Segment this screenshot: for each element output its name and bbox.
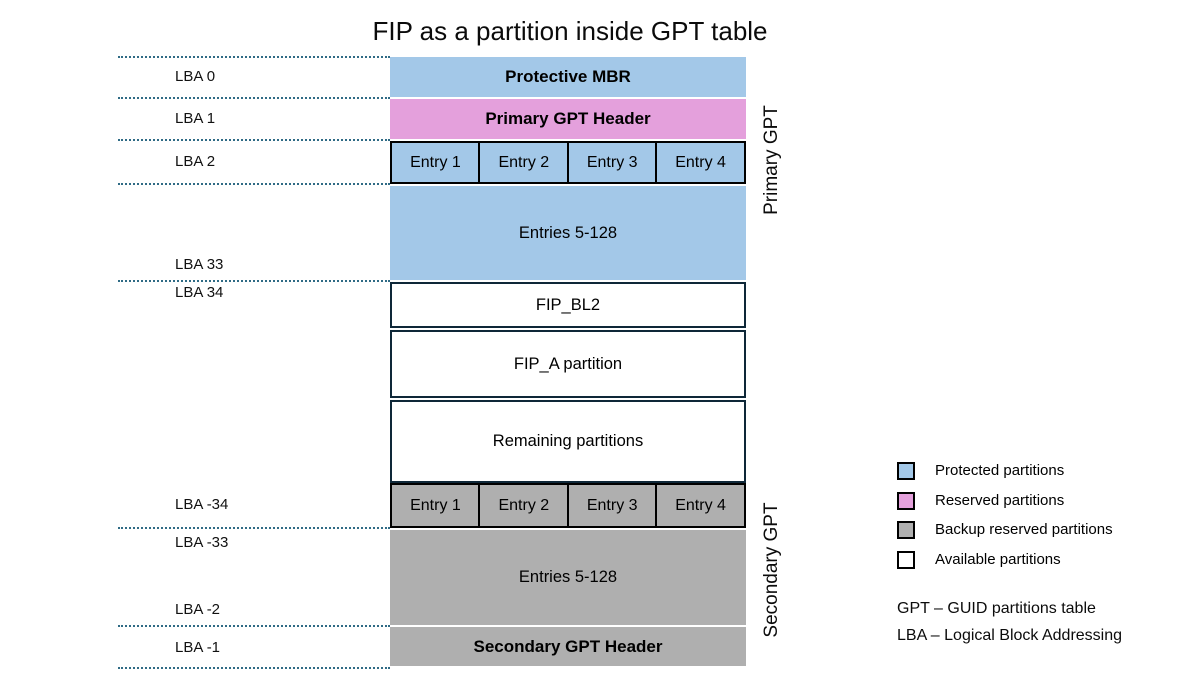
legend-item-reserved: Reserved partitions [897,491,1113,510]
entry-label: Entry 4 [675,496,726,514]
legend-label: Available partitions [935,550,1061,568]
entry-cell: Entry 3 [566,141,658,184]
primary-entry-row: Entry 1 Entry 2 Entry 3 Entry 4 [390,141,746,184]
legend-label: Backup reserved partitions [935,521,1113,538]
dotted-separator [118,183,390,185]
dotted-separator [118,527,390,529]
dotted-separator [118,280,390,282]
legend-swatch-available [897,550,915,569]
entry-label: Entry 2 [498,496,550,514]
block-primary-entries-5-128: Entries 5-128 [390,186,746,280]
abbreviation-note-gpt: GPT – GUID partitions table [897,600,1096,617]
block-secondary-entries-5-128: Entries 5-128 [390,530,746,625]
legend-swatch-backup [897,521,915,539]
lba-label-m2: LBA -2 [175,601,221,618]
lba-label-1: LBA 1 [175,110,216,127]
entry-cell: Entry 2 [478,141,570,184]
lba-label-m1: LBA -1 [175,639,221,656]
entry-cell: Entry 1 [390,483,481,528]
block-fip-bl2: FIP_BL2 [390,282,746,328]
dotted-separator [118,97,390,99]
legend: Protected partitions Reserved partitions… [897,462,1113,580]
lba-label-m33: LBA -33 [175,534,229,551]
diagram-title: FIP as a partition inside GPT table [372,16,768,46]
block-fip-a-partition: FIP_A partition [390,330,746,398]
dotted-separator [118,139,390,141]
dotted-separator [118,56,390,58]
dotted-separator [118,625,390,627]
entry-label: Entry 3 [586,496,638,514]
legend-item-available: Available partitions [897,550,1113,569]
legend-label: Protected partitions [935,462,1065,479]
entry-label: Entry 3 [586,153,638,171]
lba-label-34: LBA 34 [175,284,224,301]
lba-label-m34: LBA -34 [175,496,229,513]
side-label-primary-gpt: Primary GPT [761,105,782,215]
lba-label-33: LBA 33 [175,256,224,273]
secondary-entry-row: Entry 1 Entry 2 Entry 3 Entry 4 [390,483,746,528]
legend-item-backup: Backup reserved partitions [897,521,1113,539]
block-primary-gpt-header: Primary GPT Header [390,99,746,139]
block-remaining-partitions: Remaining partitions [390,400,746,483]
entry-cell: Entry 3 [566,483,658,528]
block-protective-mbr: Protective MBR [390,57,746,97]
entry-cell: Entry 2 [478,483,570,528]
block-secondary-gpt-header: Secondary GPT Header [390,627,746,666]
dotted-separator [118,667,390,669]
lba-label-2: LBA 2 [175,153,216,170]
entry-cell: Entry 4 [655,483,746,528]
entry-label: Entry 1 [410,496,461,514]
entry-cell: Entry 4 [655,141,746,184]
abbreviation-note-lba: LBA – Logical Block Addressing [897,627,1123,644]
legend-item-protected: Protected partitions [897,462,1113,480]
lba-label-0: LBA 0 [175,68,216,85]
entry-label: Entry 2 [498,153,550,171]
entry-label: Entry 4 [675,153,726,171]
side-label-secondary-gpt: Secondary GPT [761,502,782,638]
entry-cell: Entry 1 [390,141,481,184]
legend-swatch-reserved [897,491,915,510]
legend-label: Reserved partitions [935,491,1065,509]
entry-label: Entry 1 [410,153,461,171]
legend-swatch-protected [897,462,915,480]
